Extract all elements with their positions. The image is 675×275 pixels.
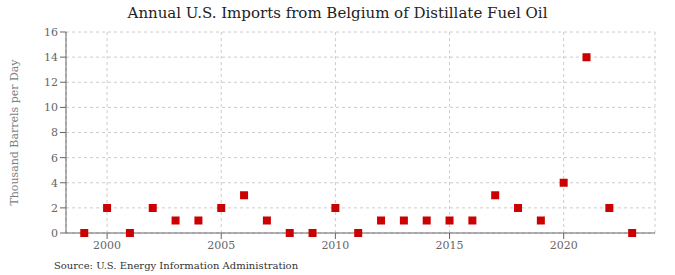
svg-text:2005: 2005 (207, 239, 235, 252)
html-text:Source: U.S. Energy Informatio: Source: U.S. Energy Information Administ… (54, 260, 299, 271)
svg-text:2: 2 (51, 202, 58, 215)
svg-text:4: 4 (51, 177, 58, 190)
html-text:Annual U.S. Imports from Belgi: Annual U.S. Imports from Belgium of Dist… (127, 4, 548, 22)
svg-text:6: 6 (51, 152, 58, 165)
svg-text:16: 16 (44, 26, 58, 39)
svg-text:14: 14 (44, 51, 58, 64)
svg-text:12: 12 (44, 76, 58, 89)
svg-text:2020: 2020 (550, 239, 578, 252)
svg-text:2000: 2000 (93, 239, 121, 252)
svg-text:8: 8 (51, 126, 58, 139)
svg-text:10: 10 (44, 101, 58, 114)
svg-text:2015: 2015 (436, 239, 464, 252)
svg-text:0: 0 (51, 227, 58, 240)
svg-text:Thousand Barrels per Day: Thousand Barrels per Day (8, 59, 21, 206)
svg-text:2010: 2010 (321, 239, 349, 252)
